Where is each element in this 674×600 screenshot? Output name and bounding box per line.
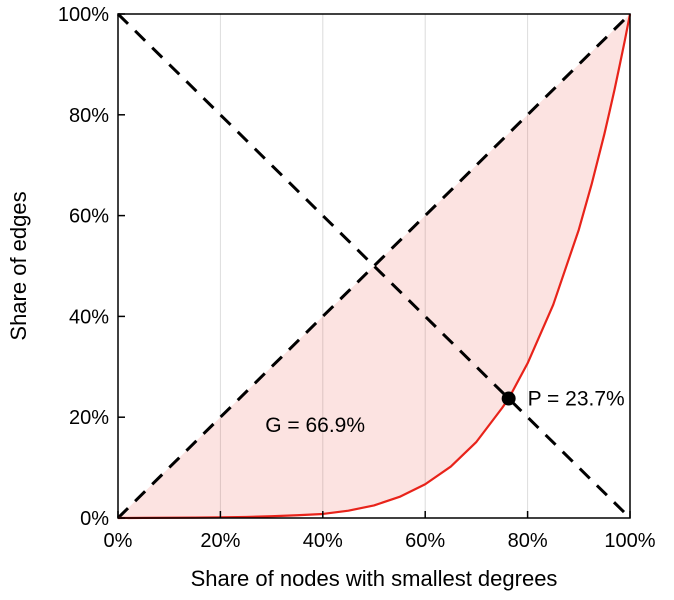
- plot-area: 0% 20% 40% 60% 80% 100% 0% 20% 40% 60% 80% 100% G = …: [58, 4, 656, 552]
- gini-annotation: G = 66.9%: [265, 414, 365, 437]
- y-tick-label: 100%: [58, 4, 109, 26]
- plot-border: [117, 13, 631, 519]
- y-tick-label: 40%: [69, 306, 109, 328]
- x-tick-label: 40%: [303, 530, 343, 552]
- y-tick-label: 60%: [69, 206, 109, 228]
- y-tick-label: 20%: [69, 407, 109, 429]
- x-tick-label: 20%: [200, 530, 240, 552]
- intersection-point-marker: [501, 391, 516, 406]
- y-tick-label: 0%: [80, 508, 109, 530]
- y-axis-label: Share of edges: [6, 191, 31, 340]
- x-tick-label: 60%: [405, 530, 445, 552]
- p-annotation: P = 23.7%: [528, 388, 625, 411]
- x-tick-label: 100%: [604, 530, 655, 552]
- x-tick-label: 80%: [508, 530, 548, 552]
- y-tick-label: 80%: [69, 105, 109, 127]
- x-tick-label: 0%: [104, 530, 133, 552]
- x-axis-label: Share of nodes with smallest degrees: [191, 566, 558, 591]
